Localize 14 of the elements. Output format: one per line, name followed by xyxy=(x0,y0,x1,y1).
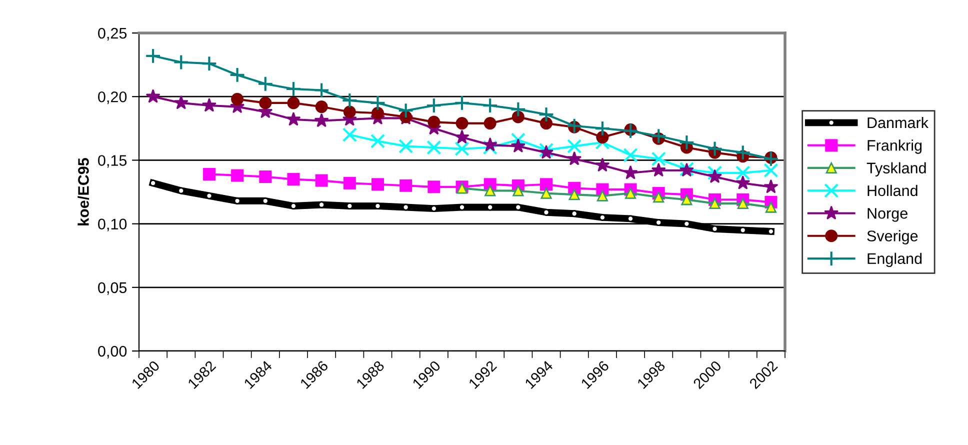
y-tick-label: 0,10 xyxy=(98,218,127,232)
legend-label: Sverige xyxy=(867,230,918,244)
legend-label: Holland xyxy=(868,184,918,196)
legend-label: Norge xyxy=(868,208,908,222)
legend-label: Tyskland xyxy=(866,162,926,176)
y-axis-title: koe/EC95 xyxy=(78,158,90,226)
legend-label: Frankrig xyxy=(868,140,922,154)
legend-label: Danmark xyxy=(868,116,928,128)
y-tick-label: 0,15 xyxy=(98,155,127,168)
legend-label: England xyxy=(868,252,922,268)
y-tick-label: 0,00 xyxy=(98,346,127,358)
y-tick-label: 0,25 xyxy=(98,28,127,40)
y-tick-label: 0,05 xyxy=(98,282,127,295)
y-tick-label: 0,20 xyxy=(98,91,127,104)
